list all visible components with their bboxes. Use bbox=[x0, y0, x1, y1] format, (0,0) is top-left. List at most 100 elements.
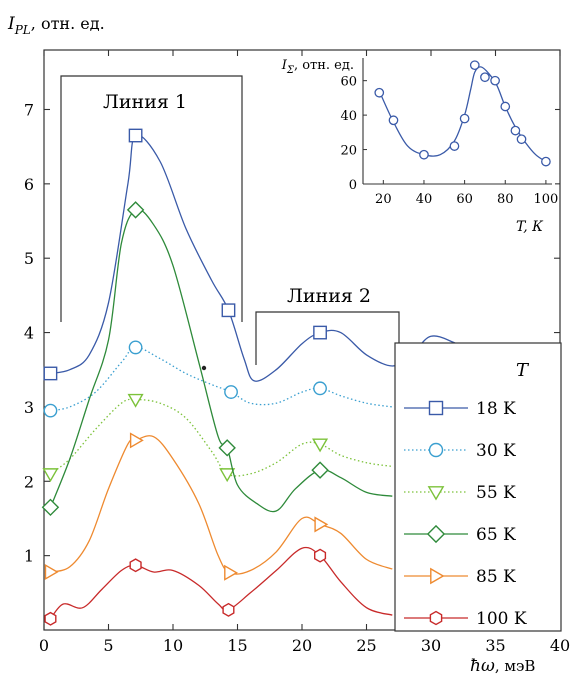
series-marker bbox=[219, 468, 236, 483]
main-x-tick-label: 15 bbox=[227, 636, 247, 655]
series-line bbox=[50, 398, 393, 477]
main-x-label: ħω, мэВ bbox=[470, 656, 535, 676]
inset-point bbox=[419, 149, 429, 160]
main-x-tick-label: 10 bbox=[163, 636, 183, 655]
inset-point bbox=[388, 115, 399, 126]
legend-title: T bbox=[516, 360, 530, 381]
legend-label: 55 K bbox=[476, 483, 516, 503]
line1-bracket bbox=[60, 75, 243, 322]
main-y-label-rest: , отн. ед. bbox=[31, 14, 105, 33]
series-marker bbox=[126, 201, 145, 219]
main-x-tick-label: 30 bbox=[421, 636, 441, 655]
series-marker bbox=[224, 385, 238, 399]
inset-point bbox=[490, 75, 500, 86]
line2-bracket bbox=[255, 311, 400, 365]
series-marker bbox=[42, 468, 59, 483]
series-line bbox=[50, 346, 393, 412]
series-marker bbox=[312, 438, 329, 453]
series-marker bbox=[128, 128, 143, 143]
legend-label: 30 K bbox=[476, 441, 516, 461]
series-line bbox=[49, 546, 393, 620]
inset-point bbox=[480, 72, 490, 83]
series-marker bbox=[314, 548, 327, 563]
inset-point bbox=[469, 60, 480, 71]
stray-dot bbox=[201, 365, 207, 371]
series-marker bbox=[41, 498, 60, 517]
legend-marker bbox=[429, 610, 443, 626]
inset-x-tick-label: 80 bbox=[497, 192, 514, 207]
inset-x-tick-label: 40 bbox=[416, 192, 433, 207]
legend-items: 18 K 30 K 55 K 65 K 85 K 100 K bbox=[404, 399, 527, 629]
main-x-tick-label: 25 bbox=[356, 636, 376, 655]
main-y-tick-label: 4 bbox=[24, 324, 34, 343]
series-marker bbox=[222, 602, 235, 617]
legend-marker bbox=[426, 524, 446, 544]
inset-y-tick-label: 60 bbox=[340, 75, 357, 90]
inset-axes: 20 40 60 80 100 0 20 40 60 bbox=[340, 58, 558, 207]
inset-x-tick-label: 60 bbox=[456, 192, 473, 207]
legend-marker bbox=[428, 442, 444, 458]
legend-label: 18 K bbox=[476, 399, 516, 419]
inset-y-tick-label: 40 bbox=[340, 109, 357, 124]
line2-annotation: Линия 2 bbox=[287, 285, 371, 307]
legend-label: 100 K bbox=[476, 609, 527, 629]
legend-label: 65 K bbox=[476, 525, 516, 545]
inset-y-tick-label: 0 bbox=[349, 178, 357, 193]
series-marker bbox=[44, 611, 57, 626]
inset-point bbox=[374, 87, 385, 98]
main-x-tick-label: 35 bbox=[485, 636, 505, 655]
series-marker bbox=[43, 403, 58, 418]
inset-point bbox=[500, 101, 511, 112]
inset-x-label: T, К bbox=[516, 219, 544, 235]
main-y-tick-label: 6 bbox=[24, 175, 34, 194]
legend-box bbox=[394, 342, 562, 632]
series-marker bbox=[43, 366, 58, 381]
main-y-tick-label: 2 bbox=[24, 472, 34, 491]
series-marker bbox=[44, 563, 59, 581]
inset-point bbox=[516, 134, 527, 145]
legend-marker bbox=[427, 486, 445, 501]
inset-y-label-rest: , отн. ед. bbox=[294, 58, 354, 73]
series-marker bbox=[313, 325, 327, 340]
inset-y-label: IΣ, отн. ед. bbox=[281, 58, 354, 76]
inset: 20 40 60 80 100 0 20 40 60 IΣ, отн. ед. T, К bbox=[281, 56, 558, 235]
inset-y-label-sub: Σ bbox=[286, 65, 295, 76]
inset-point bbox=[459, 113, 470, 124]
main-axis-ticks: 0 5 10 15 20 25 30 35 40 1 2 3 4 5 6 7 bbox=[24, 50, 570, 655]
legend-marker bbox=[430, 567, 445, 585]
series-line bbox=[49, 208, 393, 513]
series-marker bbox=[221, 303, 236, 318]
inset-x-tick-label: 20 bbox=[375, 192, 392, 207]
series-marker bbox=[314, 516, 329, 533]
main-x-label-unit: , мэВ bbox=[495, 657, 536, 675]
inset-data bbox=[374, 60, 551, 167]
series-marker bbox=[224, 564, 238, 581]
main-x-tick-label: 5 bbox=[103, 636, 113, 655]
legend-marker bbox=[428, 400, 444, 416]
series-line bbox=[50, 435, 393, 575]
main-y-tick-label: 7 bbox=[24, 100, 34, 119]
series-marker bbox=[129, 558, 142, 573]
main-y-label: IPL, отн. ед. bbox=[7, 14, 105, 37]
series-marker bbox=[127, 393, 144, 408]
main-y-tick-label: 3 bbox=[24, 398, 34, 417]
line1-annotation: Линия 1 bbox=[103, 91, 187, 113]
series-marker bbox=[218, 439, 236, 457]
inset-point bbox=[541, 156, 551, 167]
series-marker bbox=[313, 381, 327, 396]
main-x-tick-label: 20 bbox=[292, 636, 312, 655]
legend-label: 85 K bbox=[476, 567, 516, 587]
main-x-tick-label: 40 bbox=[550, 636, 570, 655]
series-marker bbox=[129, 432, 144, 449]
inset-y-tick-label: 20 bbox=[340, 144, 357, 159]
main-y-tick-label: 5 bbox=[24, 249, 34, 268]
series-marker bbox=[128, 340, 143, 355]
legend: T 18 K 30 K 55 K 65 K 85 K 100 K bbox=[394, 342, 562, 632]
inset-point bbox=[449, 141, 460, 151]
main-y-label-sub: PL bbox=[14, 23, 31, 37]
main-y-tick-label: 1 bbox=[24, 547, 34, 566]
inset-x-tick-label: 100 bbox=[533, 192, 558, 207]
series-marker bbox=[311, 461, 329, 479]
inset-point bbox=[510, 125, 521, 136]
